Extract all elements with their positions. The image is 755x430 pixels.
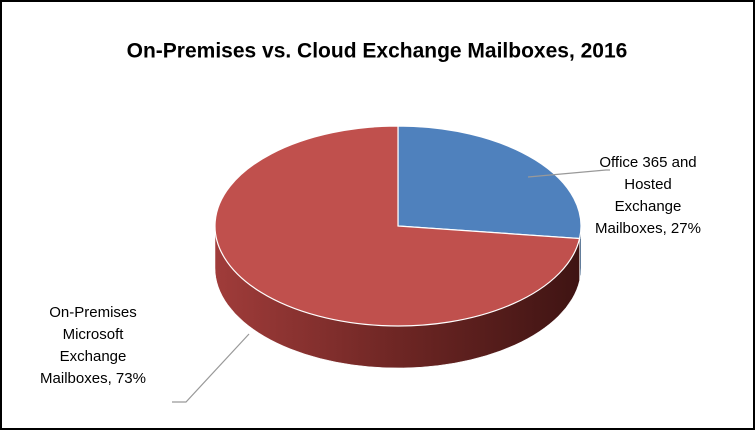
data-label: Office 365 and Hosted Exchange Mailboxes… — [595, 154, 701, 237]
pie-slice — [214, 125, 581, 327]
leader-line — [527, 169, 610, 178]
pie-slice — [397, 125, 582, 240]
chart-title: On-Premises vs. Cloud Exchange Mailboxes… — [127, 40, 628, 63]
leader-line — [172, 333, 250, 403]
data-label: On-Premises Microsoft Exchange Mailboxes… — [40, 304, 146, 387]
